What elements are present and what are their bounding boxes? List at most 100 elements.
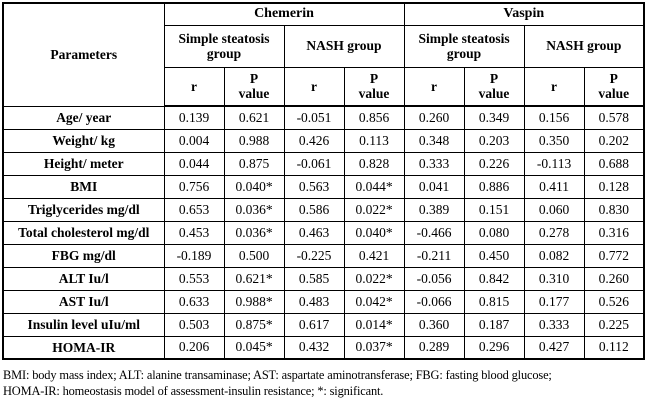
- value-cell: 0.350: [523, 128, 585, 153]
- stat-header-p-3: P value: [463, 66, 525, 107]
- row-label: ALT Iu/l: [2, 266, 165, 291]
- value-cell: 0.177: [523, 289, 585, 314]
- value-cell: 0.004: [163, 128, 225, 153]
- value-cell: 0.278: [523, 220, 585, 245]
- table-row: Total cholesterol mg/dl 0.453 0.036* 0.4…: [2, 220, 645, 245]
- row-label: Total cholesterol mg/dl: [2, 220, 165, 245]
- value-cell: 0.432: [283, 335, 345, 360]
- value-cell: 0.500: [223, 243, 285, 268]
- value-cell: -0.113: [523, 151, 585, 176]
- stat-header-p-1: P value: [223, 66, 285, 107]
- stat-header-r-4: r: [523, 66, 585, 107]
- value-cell: -0.211: [403, 243, 465, 268]
- value-cell: 0.411: [523, 174, 585, 199]
- table-row: Triglycerides mg/dl 0.653 0.036* 0.586 0…: [2, 197, 645, 222]
- value-cell: 0.688: [583, 151, 645, 176]
- value-cell: -0.066: [403, 289, 465, 314]
- row-label: Age/ year: [2, 105, 165, 130]
- row-label: AST Iu/l: [2, 289, 165, 314]
- footnote-line-1: BMI: body mass index; ALT: alanine trans…: [3, 368, 552, 382]
- value-cell: 0.296: [463, 335, 525, 360]
- value-cell: -0.225: [283, 243, 345, 268]
- value-cell: 0.453: [163, 220, 225, 245]
- table-row: AST Iu/l 0.633 0.988* 0.483 0.042* -0.06…: [2, 289, 645, 314]
- value-cell: 0.617: [283, 312, 345, 337]
- value-cell: 0.427: [523, 335, 585, 360]
- value-cell: 0.037*: [343, 335, 405, 360]
- value-cell: 0.128: [583, 174, 645, 199]
- value-cell: 0.289: [403, 335, 465, 360]
- subheader-chemerin-simple-steatosis: Simple steatosis group: [163, 24, 285, 68]
- table-row: FBG mg/dl -0.189 0.500 -0.225 0.421 -0.2…: [2, 243, 645, 268]
- table-footnote: BMI: body mass index; ALT: alanine trans…: [3, 367, 641, 399]
- value-cell: 0.426: [283, 128, 345, 153]
- value-cell: 0.389: [403, 197, 465, 222]
- header-parameters: Parameters: [2, 2, 165, 107]
- value-cell: 0.463: [283, 220, 345, 245]
- value-cell: 0.044*: [343, 174, 405, 199]
- value-cell: 0.621*: [223, 266, 285, 291]
- value-cell: 0.014*: [343, 312, 405, 337]
- value-cell: 0.756: [163, 174, 225, 199]
- value-cell: 0.316: [583, 220, 645, 245]
- value-cell: 0.226: [463, 151, 525, 176]
- value-cell: 0.040*: [223, 174, 285, 199]
- value-cell: 0.563: [283, 174, 345, 199]
- value-cell: 0.044: [163, 151, 225, 176]
- value-cell: 0.156: [523, 105, 585, 130]
- value-cell: -0.466: [403, 220, 465, 245]
- table-row: Height/ meter 0.044 0.875 -0.061 0.828 0…: [2, 151, 645, 176]
- subheader-vaspin-simple-steatosis: Simple steatosis group: [403, 24, 525, 68]
- value-cell: 0.842: [463, 266, 525, 291]
- value-cell: -0.061: [283, 151, 345, 176]
- row-label: Weight/ kg: [2, 128, 165, 153]
- value-cell: 0.112: [583, 335, 645, 360]
- header-row-subgroups: Simple steatosis group NASH group Simple…: [3, 24, 645, 68]
- value-cell: 0.041: [403, 174, 465, 199]
- table-row: HOMA-IR 0.206 0.045* 0.432 0.037* 0.289 …: [2, 335, 645, 360]
- value-cell: 0.202: [583, 128, 645, 153]
- value-cell: 0.045*: [223, 335, 285, 360]
- value-cell: -0.056: [403, 266, 465, 291]
- value-cell: 0.526: [583, 289, 645, 314]
- stat-header-r-2: r: [283, 66, 345, 107]
- value-cell: 0.815: [463, 289, 525, 314]
- value-cell: 0.348: [403, 128, 465, 153]
- value-cell: 0.503: [163, 312, 225, 337]
- value-cell: 0.151: [463, 197, 525, 222]
- value-cell: 0.260: [403, 105, 465, 130]
- value-cell: 0.988*: [223, 289, 285, 314]
- value-cell: 0.349: [463, 105, 525, 130]
- value-cell: 0.483: [283, 289, 345, 314]
- table-row: BMI 0.756 0.040* 0.563 0.044* 0.041 0.88…: [2, 174, 645, 199]
- row-label: Triglycerides mg/dl: [2, 197, 165, 222]
- value-cell: 0.633: [163, 289, 225, 314]
- subheader-chemerin-nash: NASH group: [283, 24, 405, 68]
- value-cell: 0.988: [223, 128, 285, 153]
- value-cell: 0.080: [463, 220, 525, 245]
- value-cell: 0.830: [583, 197, 645, 222]
- row-label: FBG mg/dl: [2, 243, 165, 268]
- value-cell: 0.022*: [343, 197, 405, 222]
- value-cell: 0.578: [583, 105, 645, 130]
- value-cell: 0.082: [523, 243, 585, 268]
- stat-header-p-2: P value: [343, 66, 405, 107]
- value-cell: 0.421: [343, 243, 405, 268]
- value-cell: 0.450: [463, 243, 525, 268]
- value-cell: 0.036*: [223, 220, 285, 245]
- row-label: Height/ meter: [2, 151, 165, 176]
- value-cell: 0.260: [583, 266, 645, 291]
- value-cell: 0.042*: [343, 289, 405, 314]
- value-cell: 0.203: [463, 128, 525, 153]
- value-cell: 0.060: [523, 197, 585, 222]
- value-cell: 0.585: [283, 266, 345, 291]
- value-cell: 0.621: [223, 105, 285, 130]
- value-cell: 0.653: [163, 197, 225, 222]
- value-cell: 0.022*: [343, 266, 405, 291]
- correlation-table: Parameters Chemerin Vaspin Simple steato…: [2, 2, 646, 360]
- row-label: HOMA-IR: [2, 335, 165, 360]
- subheader-vaspin-nash: NASH group: [523, 24, 645, 68]
- value-cell: 0.772: [583, 243, 645, 268]
- stat-header-r-3: r: [403, 66, 465, 107]
- table-row: Weight/ kg 0.004 0.988 0.426 0.113 0.348…: [2, 128, 645, 153]
